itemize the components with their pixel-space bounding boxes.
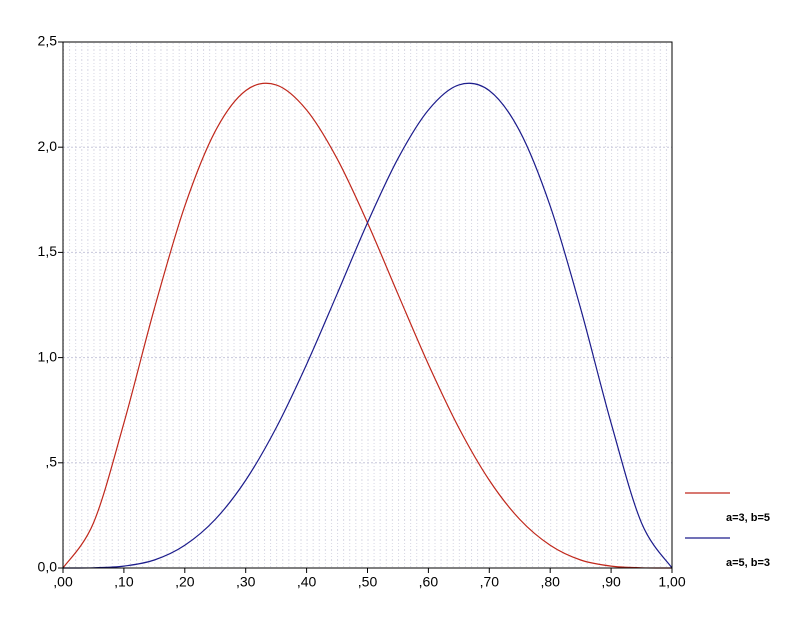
y-tick-label: 1,5 <box>38 243 58 259</box>
legend-label: a=3, b=5 <box>726 512 770 524</box>
minor-grid <box>63 42 672 568</box>
x-tick-label: ,00 <box>53 574 73 590</box>
y-tick-label: 1,0 <box>38 348 58 364</box>
x-tick-label: ,80 <box>540 574 560 590</box>
y-tick-label: 0,0 <box>38 559 58 575</box>
x-tick-label: ,30 <box>236 574 256 590</box>
x-tick-label: ,90 <box>601 574 621 590</box>
x-tick-label: ,50 <box>358 574 378 590</box>
series-line <box>62 82 673 569</box>
x-tick-label: ,20 <box>175 574 195 590</box>
legend-label: a=5, b=3 <box>726 557 770 569</box>
x-tick-label: ,70 <box>480 574 500 590</box>
y-tick-label: 2,0 <box>38 138 58 154</box>
y-tick-label: 2,5 <box>38 33 58 49</box>
y-tick-label: ,5 <box>45 454 57 470</box>
x-tick-label: ,10 <box>114 574 134 590</box>
x-tick-label: 1,00 <box>658 574 685 590</box>
series-line <box>62 82 673 569</box>
x-tick-label: ,40 <box>297 574 317 590</box>
x-tick-label: ,60 <box>419 574 439 590</box>
